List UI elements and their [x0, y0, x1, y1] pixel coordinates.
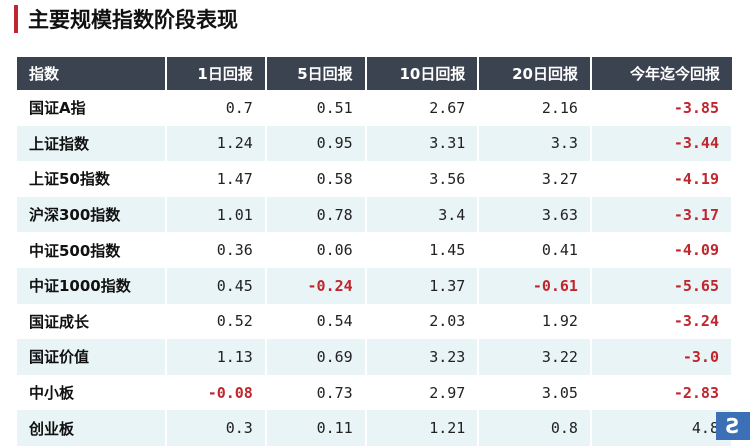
value-cell: 3.05 — [478, 374, 592, 411]
value-cell: 1.21 — [365, 410, 480, 446]
value-cell: 2.97 — [365, 374, 480, 411]
column-header: 指数 — [17, 57, 167, 90]
column-header: 5日回报 — [265, 57, 367, 90]
table-header: 指数 1日回报 5日回报 10日回报 20日回报 今年迄今回报 — [17, 57, 732, 90]
value-cell: 2.03 — [365, 303, 480, 340]
value-cell: 0.11 — [265, 410, 367, 446]
value-cell: 0.52 — [166, 303, 267, 340]
value-cell: 0.95 — [265, 125, 367, 162]
value-cell: 0.73 — [265, 374, 367, 411]
value-cell: -5.65 — [590, 267, 734, 304]
value-cell: 3.4 — [365, 196, 480, 233]
value-cell: 4.8 — [590, 410, 734, 446]
table-row: 上证指数 1.24 0.95 3.31 3.3 -3.44 — [17, 125, 734, 162]
index-name-cell: 中证500指数 — [17, 232, 167, 268]
column-header: 20日回报 — [478, 57, 592, 90]
value-cell: 3.23 — [365, 339, 480, 375]
value-cell: 0.3 — [166, 410, 267, 446]
table-row: 国证价值 1.13 0.69 3.23 3.22 -3.0 — [17, 339, 734, 375]
table-row: 国证成长 0.52 0.54 2.03 1.92 -3.24 — [17, 303, 734, 340]
value-cell: 0.78 — [265, 196, 367, 233]
value-cell: -4.09 — [590, 232, 734, 268]
table-row: 国证A指 0.7 0.51 2.67 2.16 -3.85 — [17, 90, 734, 126]
column-header: 1日回报 — [166, 57, 267, 90]
index-name-cell: 中小板 — [17, 374, 167, 411]
index-name-cell: 国证价值 — [17, 339, 167, 375]
value-cell: 3.31 — [365, 125, 480, 162]
table-row: 上证50指数 1.47 0.58 3.56 3.27 -4.19 — [17, 161, 734, 197]
index-name-cell: 上证指数 — [17, 125, 167, 162]
value-cell: 3.56 — [365, 161, 480, 197]
value-cell: -3.0 — [590, 339, 734, 375]
index-name-cell: 创业板 — [17, 410, 167, 446]
value-cell: 2.67 — [365, 90, 480, 126]
index-name-cell: 国证A指 — [17, 90, 167, 126]
title-accent-bar — [14, 5, 18, 33]
value-cell: 0.54 — [265, 303, 367, 340]
value-cell: 1.47 — [166, 161, 267, 197]
value-cell: 0.45 — [166, 267, 267, 304]
value-cell: 0.8 — [478, 410, 592, 446]
value-cell: 0.51 — [265, 90, 367, 126]
table-row: 中证1000指数 0.45 -0.24 1.37 -0.61 -5.65 — [17, 267, 734, 304]
index-name-cell: 中证1000指数 — [17, 267, 167, 304]
value-cell: -3.85 — [590, 90, 734, 126]
column-header: 10日回报 — [365, 57, 480, 90]
value-cell: 0.69 — [265, 339, 367, 375]
value-cell: 3.27 — [478, 161, 592, 197]
value-cell: 1.01 — [166, 196, 267, 233]
table-row: 中证500指数 0.36 0.06 1.45 0.41 -4.09 — [17, 232, 734, 268]
value-cell: -0.61 — [478, 267, 592, 304]
value-cell: -0.24 — [265, 267, 367, 304]
value-cell: 1.24 — [166, 125, 267, 162]
logo-icon: Ƨ — [716, 412, 750, 440]
index-performance-table: 指数 1日回报 5日回报 10日回报 20日回报 今年迄今回报 国证A指 0.7 0.51 2.… — [17, 57, 734, 446]
table-row: 沪深300指数 1.01 0.78 3.4 3.63 -3.17 — [17, 196, 734, 233]
value-cell: 0.58 — [265, 161, 367, 197]
index-name-cell: 沪深300指数 — [17, 196, 167, 233]
value-cell: 1.45 — [365, 232, 480, 268]
value-cell: -3.24 — [590, 303, 734, 340]
table-row: 创业板 0.3 0.11 1.21 0.8 4.8 — [17, 410, 734, 446]
value-cell: 3.22 — [478, 339, 592, 375]
title-text: 主要规模指数阶段表现 — [28, 8, 238, 32]
value-cell: -3.44 — [590, 125, 734, 162]
value-cell: 1.13 — [166, 339, 267, 375]
value-cell: -2.83 — [590, 374, 734, 411]
index-name-cell: 上证50指数 — [17, 161, 167, 197]
value-cell: 0.41 — [478, 232, 592, 268]
value-cell: 1.37 — [365, 267, 480, 304]
index-name-cell: 国证成长 — [17, 303, 167, 340]
table-row: 中小板 -0.08 0.73 2.97 3.05 -2.83 — [17, 374, 734, 411]
value-cell: 3.63 — [478, 196, 592, 233]
value-cell: 0.06 — [265, 232, 367, 268]
column-header: 今年迄今回报 — [590, 57, 732, 90]
value-cell: 1.92 — [478, 303, 592, 340]
value-cell: -0.08 — [166, 374, 267, 411]
value-cell: -3.17 — [590, 196, 734, 233]
value-cell: -4.19 — [590, 161, 734, 197]
page-title: 主要规模指数阶段表现 — [14, 4, 238, 34]
value-cell: 3.3 — [478, 125, 592, 162]
value-cell: 2.16 — [478, 90, 592, 126]
value-cell: 0.36 — [166, 232, 267, 268]
value-cell: 0.7 — [166, 90, 267, 126]
